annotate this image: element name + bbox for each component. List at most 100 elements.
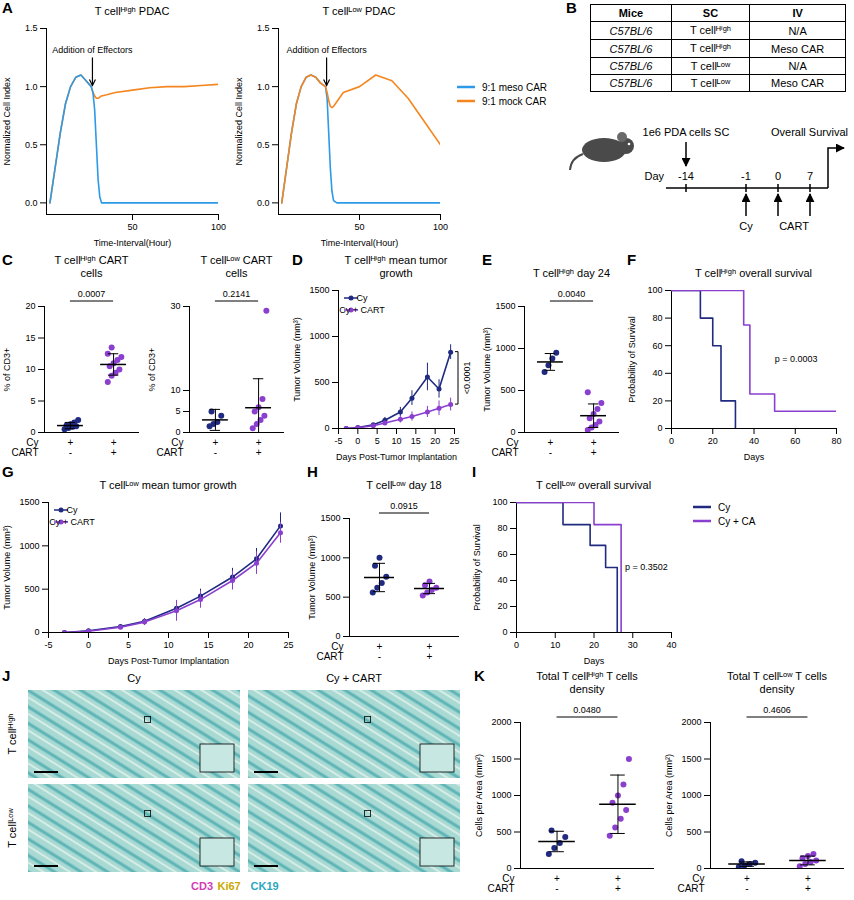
svg-text:25: 25 <box>449 436 459 446</box>
svg-text:0: 0 <box>86 640 91 650</box>
svg-text:Days Post-Tumor Implantation: Days Post-Tumor Implantation <box>336 452 457 462</box>
svg-text:Cy + CART: Cy + CART <box>339 305 385 315</box>
svg-text:Cy: Cy <box>739 220 753 232</box>
svg-text:10: 10 <box>550 640 560 650</box>
svg-text:1000: 1000 <box>19 541 39 551</box>
svg-text:0.5: 0.5 <box>25 140 38 150</box>
svg-text:1.0: 1.0 <box>257 82 270 92</box>
svg-text:+-: +- <box>744 873 750 894</box>
svg-text:25: 25 <box>283 640 293 650</box>
svg-text:% of CD3+: % of CD3+ <box>2 348 12 392</box>
svg-text:Ki67: Ki67 <box>218 880 241 892</box>
svg-text:Cy + CART: Cy + CART <box>326 672 382 684</box>
svg-text:++: ++ <box>256 437 262 458</box>
svg-text:10: 10 <box>170 385 180 395</box>
svg-text:5: 5 <box>375 436 380 446</box>
svg-text:7: 7 <box>807 170 813 182</box>
svg-text:++: ++ <box>615 873 621 894</box>
svg-text:+-: +- <box>212 437 218 458</box>
svg-text:0.5: 0.5 <box>257 140 270 150</box>
svg-text:10: 10 <box>25 364 35 374</box>
svg-text:30: 30 <box>628 640 638 650</box>
svg-text:0.0: 0.0 <box>257 198 270 208</box>
svg-text:p = 0.3502: p = 0.3502 <box>625 562 668 572</box>
svg-text:60: 60 <box>790 436 800 446</box>
svg-text:Addition of Effectors: Addition of Effectors <box>52 45 133 55</box>
svg-text:-1: -1 <box>741 170 751 182</box>
svg-text:Tumor Volume (mm³): Tumor Volume (mm³) <box>482 327 492 412</box>
svg-text:1500: 1500 <box>309 285 329 295</box>
svg-text:+-: +- <box>547 437 553 458</box>
svg-text:% of CD3+: % of CD3+ <box>147 348 157 392</box>
svg-text:+-: +- <box>67 437 73 458</box>
svg-text:Tumor Volume (mm³): Tumor Volume (mm³) <box>2 525 12 610</box>
svg-text:1000: 1000 <box>309 331 329 341</box>
svg-text:0.4606: 0.4606 <box>763 705 791 715</box>
svg-text:2000: 2000 <box>491 717 511 727</box>
svg-text:Cells per Area (mm²): Cells per Area (mm²) <box>664 754 674 837</box>
svg-text:40: 40 <box>497 575 507 585</box>
svg-text:500: 500 <box>314 377 329 387</box>
svg-text:100: 100 <box>492 497 507 507</box>
svg-text:80: 80 <box>497 523 507 533</box>
svg-text:Cy: Cy <box>67 505 78 515</box>
svg-text:0.0: 0.0 <box>25 198 38 208</box>
svg-text:CD3: CD3 <box>191 880 213 892</box>
svg-text:1.5: 1.5 <box>257 23 270 33</box>
svg-text:++: ++ <box>427 641 433 662</box>
svg-text:20: 20 <box>25 301 35 311</box>
svg-text:500: 500 <box>496 827 511 837</box>
svg-text:1.5: 1.5 <box>25 23 38 33</box>
svg-text:CyCART: CyCART <box>491 437 518 458</box>
svg-text:5: 5 <box>30 396 35 406</box>
svg-text:-5: -5 <box>44 640 52 650</box>
svg-text:100: 100 <box>647 285 662 295</box>
svg-text:Days: Days <box>584 656 605 666</box>
svg-text:CyCART: CyCART <box>11 437 38 458</box>
svg-text:1500: 1500 <box>495 301 515 311</box>
svg-text:1e6 PDA cells SC: 1e6 PDA cells SC <box>643 126 730 138</box>
svg-text:10: 10 <box>391 436 401 446</box>
svg-text:Overall Survival: Overall Survival <box>771 126 848 138</box>
svg-text:1000: 1000 <box>491 790 511 800</box>
svg-text:5: 5 <box>126 640 131 650</box>
svg-text:0.0915: 0.0915 <box>390 501 418 511</box>
svg-text:CyCART: CyCART <box>316 641 343 662</box>
svg-text:500: 500 <box>500 385 515 395</box>
svg-text:2000: 2000 <box>681 717 701 727</box>
svg-text:Day: Day <box>644 170 664 182</box>
svg-text:0.2141: 0.2141 <box>223 289 251 299</box>
svg-text:15: 15 <box>411 436 421 446</box>
svg-text:10: 10 <box>163 640 173 650</box>
svg-text:Cy + CART: Cy + CART <box>49 517 95 527</box>
svg-text:500: 500 <box>325 592 340 602</box>
svg-text:1.0: 1.0 <box>25 82 38 92</box>
svg-text:Days Post-Tumor Implantation: Days Post-Tumor Implantation <box>108 656 229 666</box>
svg-text:Normalized Cell Index: Normalized Cell Index <box>2 77 12 166</box>
svg-text:0: 0 <box>657 423 662 433</box>
svg-text:0: 0 <box>324 423 329 433</box>
svg-text:0: 0 <box>34 627 39 637</box>
svg-text:100: 100 <box>211 222 226 232</box>
svg-text:CyCART: CyCART <box>156 437 183 458</box>
svg-text:20: 20 <box>589 640 599 650</box>
svg-text:1000: 1000 <box>681 790 701 800</box>
svg-text:++: ++ <box>111 437 117 458</box>
svg-text:0.0480: 0.0480 <box>573 705 601 715</box>
svg-text:15: 15 <box>203 640 213 650</box>
svg-text:15: 15 <box>25 333 35 343</box>
svg-text:Normalized Cell Index: Normalized Cell Index <box>234 77 244 166</box>
svg-text:30: 30 <box>170 301 180 311</box>
svg-text:20: 20 <box>497 601 507 611</box>
svg-text:1500: 1500 <box>681 754 701 764</box>
svg-text:20: 20 <box>430 436 440 446</box>
svg-text:<0.0001: <0.0001 <box>462 361 472 394</box>
svg-text:++: ++ <box>805 873 811 894</box>
svg-text:1500: 1500 <box>320 513 340 523</box>
svg-text:80: 80 <box>652 313 662 323</box>
svg-text:40: 40 <box>652 368 662 378</box>
svg-text:0.0040: 0.0040 <box>558 289 586 299</box>
svg-text:Cy: Cy <box>127 672 141 684</box>
svg-text:0: 0 <box>669 436 674 446</box>
svg-text:50: 50 <box>127 222 137 232</box>
